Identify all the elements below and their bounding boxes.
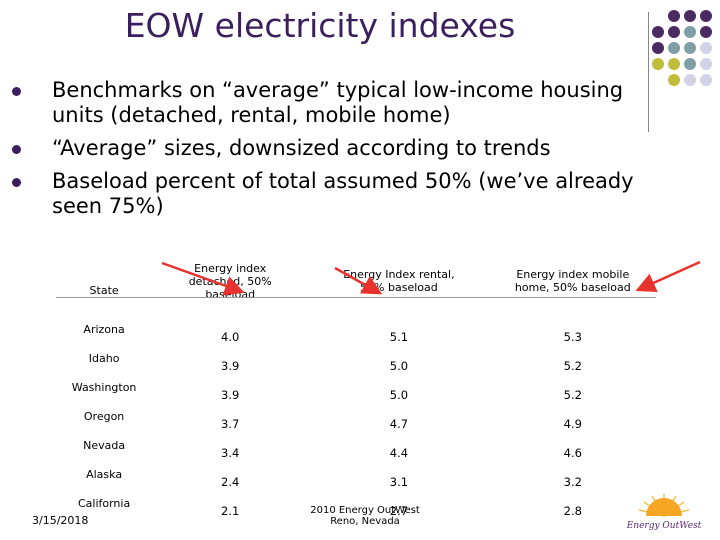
energy-index-table: State Energy index detached, 50% baseloa… [56, 243, 656, 522]
mobile-value: 5.2 [563, 388, 582, 402]
state-cell: Nevada [83, 439, 126, 452]
footer-event: 2010 Energy OutWest Reno, Nevada [310, 505, 420, 527]
state-cell: Arizona [83, 323, 125, 336]
rental-value: 5.0 [389, 388, 409, 402]
slide-title: EOW electricity indexes [124, 6, 516, 45]
state-cell: Alaska [86, 468, 123, 481]
detached-value: 2.1 [221, 504, 240, 518]
table-header-row: State Energy index detached, 50% baseloa… [56, 243, 656, 319]
detached-value: 3.9 [221, 388, 240, 402]
table-row: Washington 3.9 5.0 5.2 [56, 377, 656, 406]
table-row: Idaho 3.9 5.0 5.2 [56, 348, 656, 377]
decorative-dot [668, 74, 680, 86]
decorative-dot [652, 58, 664, 70]
bullet-dot-icon [12, 87, 21, 96]
table-row: California 2.1 2.7 2.8 [56, 493, 656, 522]
rental-value: 4.4 [389, 446, 409, 460]
mobile-value: 5.3 [563, 330, 582, 344]
decorative-dot [668, 58, 680, 70]
decorative-dot [700, 58, 712, 70]
decorative-dot [700, 42, 712, 54]
decorative-dot [684, 58, 696, 70]
table-row: Nevada 3.4 4.4 4.6 [56, 435, 656, 464]
footer-date: 3/15/2018 [32, 514, 89, 527]
decorative-dot [700, 74, 712, 86]
detached-value: 2.4 [221, 475, 240, 489]
header-detached: Energy index detached, 50% baseload [188, 261, 272, 301]
detached-value: 3.4 [221, 446, 240, 460]
bullet-item: Benchmarks on “average” typical low-inco… [12, 78, 642, 128]
decorative-dot [700, 26, 712, 38]
decorative-dot-grid [652, 10, 718, 90]
rental-value: 5.1 [389, 330, 409, 344]
decorative-dot [684, 42, 696, 54]
mobile-value: 3.2 [563, 475, 582, 489]
decorative-dot [684, 74, 696, 86]
detached-value: 3.9 [221, 359, 240, 373]
bullet-list: Benchmarks on “average” typical low-inco… [12, 78, 642, 227]
state-cell: Oregon [83, 410, 125, 423]
decorative-dot [700, 10, 712, 22]
table-row: Alaska 2.4 3.1 3.2 [56, 464, 656, 493]
decorative-dot [652, 26, 664, 38]
header-state: State [89, 283, 119, 297]
decorative-dot [668, 42, 680, 54]
mobile-value: 5.2 [563, 359, 582, 373]
rental-value: 4.7 [389, 417, 409, 431]
state-cell: Washington [71, 381, 137, 394]
bullet-dot-icon [12, 178, 21, 187]
bullet-dot-icon [12, 145, 21, 154]
state-cell: Idaho [88, 352, 120, 365]
table-row: Arizona 4.0 5.1 5.3 [56, 319, 656, 348]
bullet-item: Baseload percent of total assumed 50% (w… [12, 169, 642, 219]
rental-value: 5.0 [389, 359, 409, 373]
detached-value: 3.7 [221, 417, 240, 431]
rental-value: 3.1 [389, 475, 409, 489]
bullet-item: “Average” sizes, downsized according to … [12, 136, 642, 161]
detached-value: 4.0 [221, 330, 240, 344]
logo-text: Energy OutWest [626, 521, 702, 531]
mobile-value: 4.6 [563, 446, 582, 460]
energy-outwest-logo: Energy OutWest [626, 494, 702, 531]
rental-value: 2.7 [389, 504, 409, 518]
mobile-value: 2.8 [563, 504, 582, 518]
decorative-dot [652, 42, 664, 54]
decorative-dot [668, 10, 680, 22]
decorative-dot [684, 26, 696, 38]
header-rental: Energy Index rental, 50% baseload [343, 268, 455, 294]
header-mobile: Energy index mobile home, 50% baseload [514, 268, 631, 294]
state-cell: California [77, 497, 131, 510]
decorative-dot [668, 26, 680, 38]
decorative-divider [648, 12, 649, 132]
table-row: Oregon 3.7 4.7 4.9 [56, 406, 656, 435]
mobile-value: 4.9 [563, 417, 582, 431]
header-separator [56, 297, 656, 298]
decorative-dot [684, 10, 696, 22]
